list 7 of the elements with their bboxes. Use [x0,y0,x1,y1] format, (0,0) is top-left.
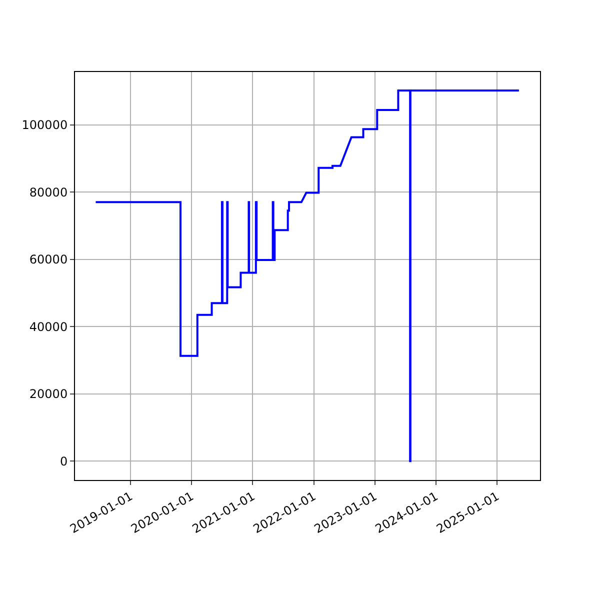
y-tick-label: 60000 [29,252,68,267]
y-tick-label: 20000 [29,387,68,402]
y-tick-label: 40000 [29,320,68,334]
line-series [94,90,520,462]
y-tick-label: 80000 [29,185,68,200]
y-tick-label: 100000 [22,118,68,132]
y-tick-label: 0 [60,454,68,468]
